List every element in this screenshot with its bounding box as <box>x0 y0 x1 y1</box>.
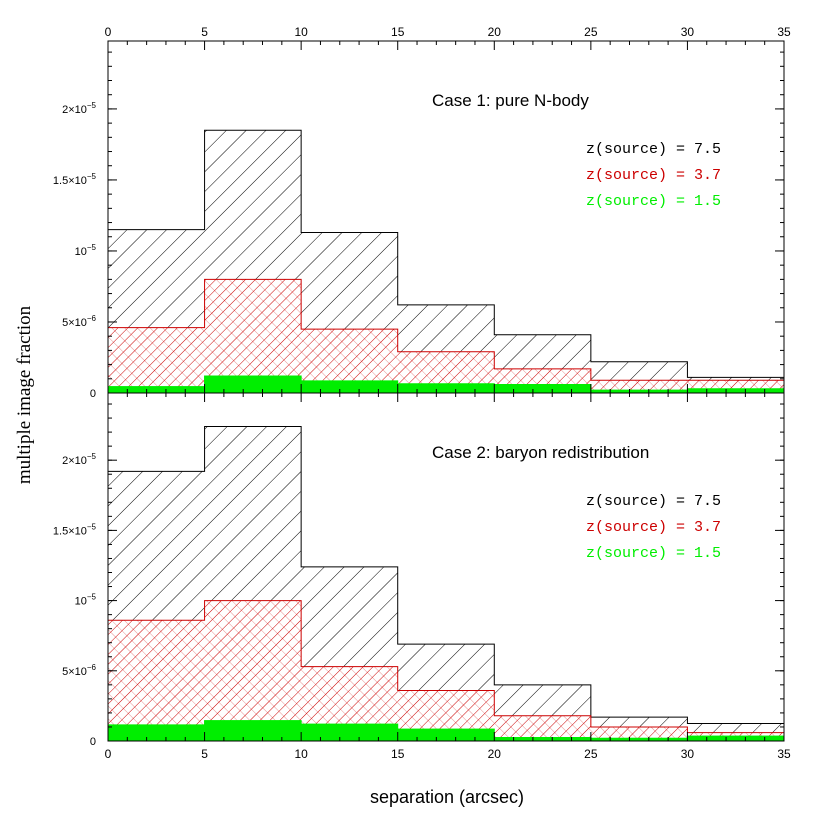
top-panel: 0 5 10 15 20 25 30 35 0 5×10−6 10−5 1.5×10−5 2×10−5 C… <box>53 25 791 400</box>
bottom-panel: 0 5 10 15 20 25 30 35 0 5×10−6 10−5 1.5×10−5 2×10−5 C… <box>53 392 791 761</box>
y-tick-label: 1.5×10−5 <box>53 172 97 187</box>
x-tick-label: 5 <box>201 747 208 761</box>
bar <box>397 383 495 394</box>
bar <box>300 723 398 742</box>
x-tick-label: 20 <box>488 747 502 761</box>
x-tick-label: 30 <box>681 747 695 761</box>
x-tick-label: 30 <box>681 25 695 39</box>
x-tick-label: 10 <box>294 25 308 39</box>
x-tick-label: 35 <box>777 25 791 39</box>
x-tick-label: 15 <box>391 747 405 761</box>
y-tick-label: 2×10−5 <box>62 452 96 467</box>
bar <box>687 388 785 394</box>
x-tick-label: 20 <box>488 25 502 39</box>
x-tick-label: 0 <box>105 25 112 39</box>
bar-crosshatch <box>108 620 205 741</box>
bar <box>300 380 398 394</box>
bar-crosshatch <box>494 715 591 741</box>
x-tick-label: 0 <box>105 747 112 761</box>
x-tick-label: 5 <box>201 25 208 39</box>
y-tick-label: 0 <box>90 736 96 748</box>
bar <box>107 386 205 394</box>
plot-frame <box>107 392 785 742</box>
x-tick-label: 15 <box>391 25 405 39</box>
y-tick-label: 1.5×10−5 <box>53 522 97 537</box>
series-3 <box>107 720 785 742</box>
y-tick-label: 10−5 <box>75 593 97 608</box>
series-outline <box>107 425 785 741</box>
bar-crosshatch <box>108 327 205 393</box>
legend-entry: z(source) = 7.5 <box>586 493 721 510</box>
bar <box>107 724 205 742</box>
legend-entry: z(source) = 3.7 <box>586 167 721 184</box>
y-tick-label: 10−5 <box>75 243 97 258</box>
y-tick-label: 5×10−6 <box>62 314 96 329</box>
x-axis-label: separation (arcsec) <box>370 787 524 807</box>
series-outline <box>107 600 785 741</box>
y-tick-label: 0 <box>90 388 96 400</box>
series-outline <box>107 129 785 393</box>
legend-entry: z(source) = 7.5 <box>586 141 721 158</box>
legend-entry: z(source) = 1.5 <box>586 545 721 562</box>
bar-crosshatch <box>204 279 302 393</box>
bar <box>204 375 302 394</box>
x-tick-label: 25 <box>584 25 598 39</box>
series-2 <box>107 600 785 741</box>
bar <box>494 384 592 394</box>
panel-title: Case 1: pure N-body <box>432 91 589 110</box>
y-axis-label: multiple image fraction <box>14 305 35 484</box>
bar <box>397 728 495 742</box>
y-tick-label: 5×10−6 <box>62 663 96 678</box>
x-tick-label: 25 <box>584 747 598 761</box>
x-tick-label: 10 <box>294 747 308 761</box>
bar <box>494 737 592 742</box>
x-tick-label: 35 <box>777 747 791 761</box>
bar <box>687 735 785 742</box>
bar-crosshatch <box>204 600 302 741</box>
y-tick-label: 2×10−5 <box>62 101 96 116</box>
bar-crosshatch <box>590 726 688 741</box>
bar <box>204 720 302 742</box>
panel-title: Case 2: baryon redistribution <box>432 443 649 462</box>
legend-entry: z(source) = 1.5 <box>586 193 721 210</box>
series-2 <box>107 278 785 393</box>
series-outline <box>107 278 785 393</box>
legend-entry: z(source) = 3.7 <box>586 519 721 536</box>
